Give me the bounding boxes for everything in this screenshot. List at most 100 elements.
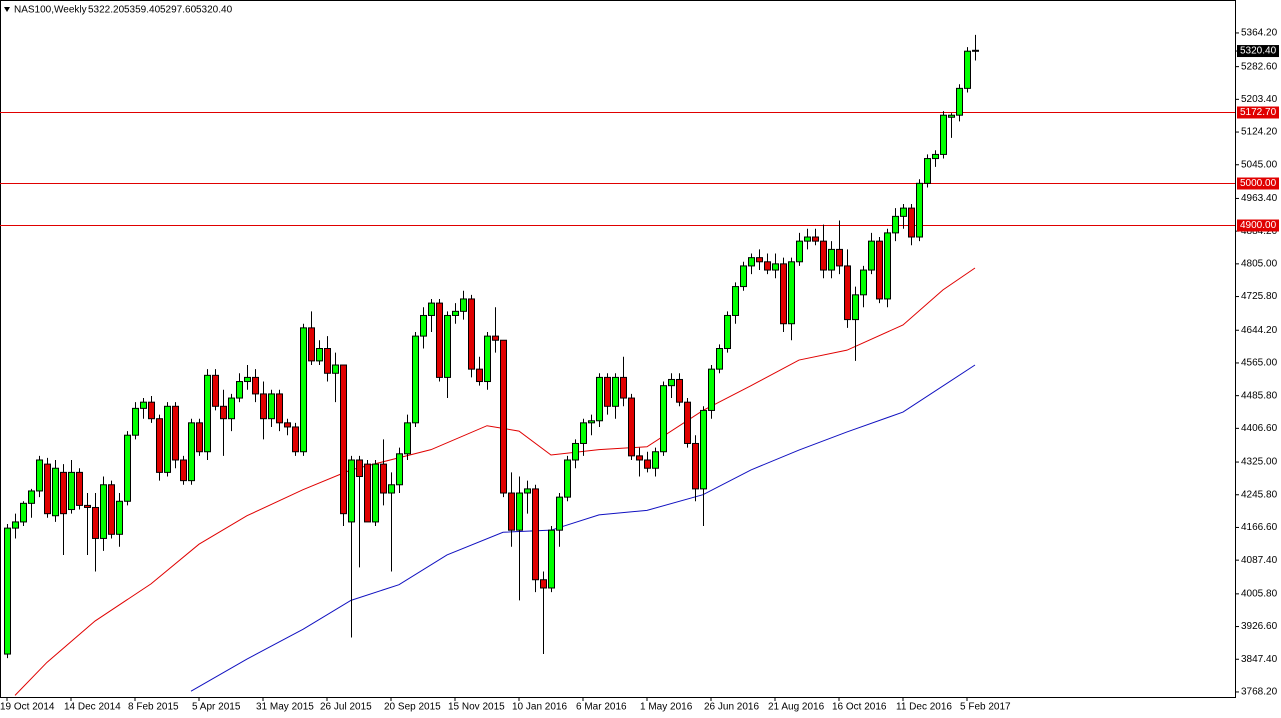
candle-body <box>100 484 107 539</box>
candle-body <box>524 488 531 494</box>
candle-body <box>316 348 323 362</box>
y-tick-label: 4644.20 <box>1241 325 1278 336</box>
candle-body <box>60 471 67 515</box>
candle-body <box>692 442 699 490</box>
candle-body <box>180 459 187 482</box>
y-tick-label: 4325.00 <box>1241 457 1278 468</box>
candle-body <box>116 500 123 535</box>
candle-body <box>36 459 43 492</box>
candle-body <box>244 376 251 383</box>
candle-body <box>948 114 955 118</box>
candle-body <box>428 302 435 316</box>
candle-body <box>900 207 907 217</box>
candle-body <box>836 248 843 267</box>
candle-body <box>500 339 507 494</box>
candle-body <box>532 488 539 581</box>
candle-body <box>468 298 475 370</box>
candle-body <box>588 420 595 424</box>
y-tick-label: 4725.80 <box>1241 291 1278 302</box>
candle-body <box>492 335 499 341</box>
candle-body <box>148 401 155 420</box>
candle-body <box>396 453 403 486</box>
candle-body <box>300 327 307 453</box>
candle-body <box>860 269 867 296</box>
candle-body <box>132 407 139 436</box>
candle-body <box>660 385 667 453</box>
candle-body <box>700 409 707 490</box>
candle-body <box>812 236 819 242</box>
candle-body <box>612 376 619 407</box>
candle-body <box>284 422 291 428</box>
chart-title: NAS100,Weekly <box>14 5 87 16</box>
y-tick-label: 4166.60 <box>1241 522 1278 533</box>
candle-body <box>164 405 171 473</box>
candle-body <box>708 368 715 411</box>
header-price: 5320.40 <box>196 5 233 16</box>
y-tick-label: 4005.80 <box>1241 588 1278 599</box>
candle-body <box>844 265 851 321</box>
y-tick-label: 3768.20 <box>1241 687 1278 698</box>
candle-body <box>436 302 443 378</box>
menu-triangle[interactable] <box>4 7 10 12</box>
candle-body <box>380 463 387 494</box>
candle-body <box>76 471 83 506</box>
candle-body <box>4 527 11 655</box>
candle-body <box>308 327 315 362</box>
candle-body <box>220 405 227 420</box>
x-tick-label: 14 Dec 2014 <box>64 702 121 713</box>
candle-body <box>620 376 627 399</box>
candle-body <box>684 401 691 444</box>
candle-body <box>868 240 875 271</box>
level-label: 5172.70 <box>1240 107 1277 118</box>
candle-body <box>772 263 779 271</box>
candle-body <box>796 240 803 263</box>
y-tick-label: 5364.20 <box>1241 28 1278 39</box>
y-tick-label: 5282.60 <box>1241 61 1278 72</box>
x-tick-label: 10 Jan 2016 <box>512 702 567 713</box>
candle-body <box>108 484 115 535</box>
candle-body <box>740 265 747 288</box>
candle-body <box>652 451 659 469</box>
candle-body <box>68 471 75 511</box>
x-tick-label: 1 May 2016 <box>640 702 693 713</box>
y-tick-label: 3847.40 <box>1241 654 1278 665</box>
candle-body <box>516 492 523 531</box>
candle-body <box>780 263 787 325</box>
candle-body <box>460 298 467 312</box>
x-tick-label: 6 Mar 2016 <box>576 702 627 713</box>
candle-body <box>940 114 947 155</box>
candle-body <box>140 401 147 409</box>
level-label-box <box>1237 219 1279 232</box>
x-tick-label: 5 Apr 2015 <box>192 702 241 713</box>
plot-border <box>0 0 1236 698</box>
x-tick-label: 20 Sep 2015 <box>384 702 441 713</box>
candle-body <box>476 368 483 383</box>
candle-body <box>372 463 379 523</box>
candle-body <box>596 376 603 422</box>
y-tick-label: 5124.20 <box>1241 127 1278 138</box>
candle-body <box>364 463 371 523</box>
candle-body <box>484 335 491 383</box>
candle-body <box>564 459 571 498</box>
candle-body <box>884 232 891 300</box>
level-label: 5000.00 <box>1240 178 1277 189</box>
candle-body <box>508 492 515 531</box>
y-tick-label: 3926.60 <box>1241 621 1278 632</box>
candle-body <box>676 378 683 403</box>
y-tick-label: 4406.60 <box>1241 423 1278 434</box>
candle-body <box>972 49 979 52</box>
candle-body <box>804 236 811 242</box>
candle-body <box>156 418 163 473</box>
header-price: 5322.20 <box>88 5 125 16</box>
candle-body <box>84 504 91 508</box>
current-price-box <box>1237 45 1279 58</box>
candle-body <box>820 240 827 271</box>
candle-body <box>556 496 563 531</box>
candle-body <box>276 393 283 424</box>
candle-body <box>908 207 915 238</box>
level-label-box <box>1237 177 1279 190</box>
candle-body <box>204 374 211 453</box>
candle-body <box>540 579 547 589</box>
